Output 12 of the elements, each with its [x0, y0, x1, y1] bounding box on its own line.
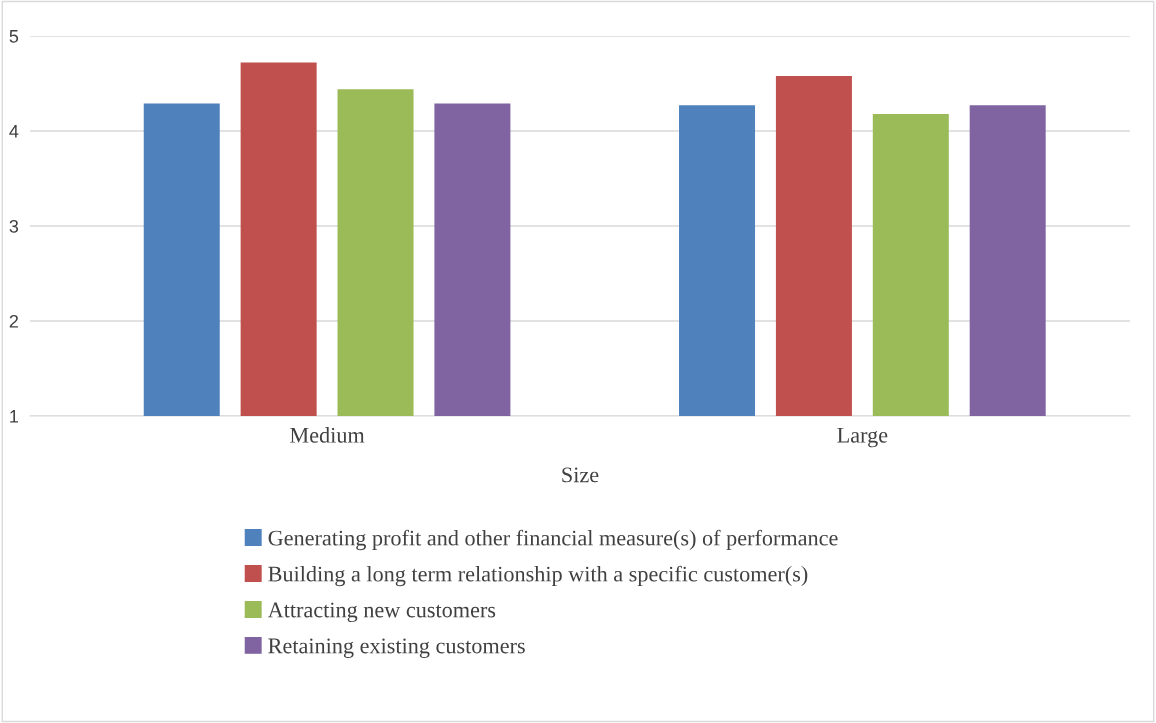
legend-label: Generating profit and other financial measure(s) of performance — [268, 529, 838, 551]
y-tick-label: 3 — [9, 219, 19, 233]
x-tick-label: Large — [837, 427, 888, 448]
x-axis-title: Size — [562, 467, 599, 483]
x-tick-label: Medium — [290, 427, 365, 443]
y-tick-label: 1 — [10, 410, 19, 423]
y-tick-label: 5 — [9, 30, 19, 43]
legend-label: Building a long term relationship with a specific customer(s) — [268, 565, 808, 587]
y-tick-label: 4 — [9, 125, 19, 138]
legend-label: Attracting new customers — [267, 602, 496, 623]
legend-label: Retaining existing customers — [268, 638, 525, 658]
y-tick-label: 2 — [9, 314, 18, 328]
